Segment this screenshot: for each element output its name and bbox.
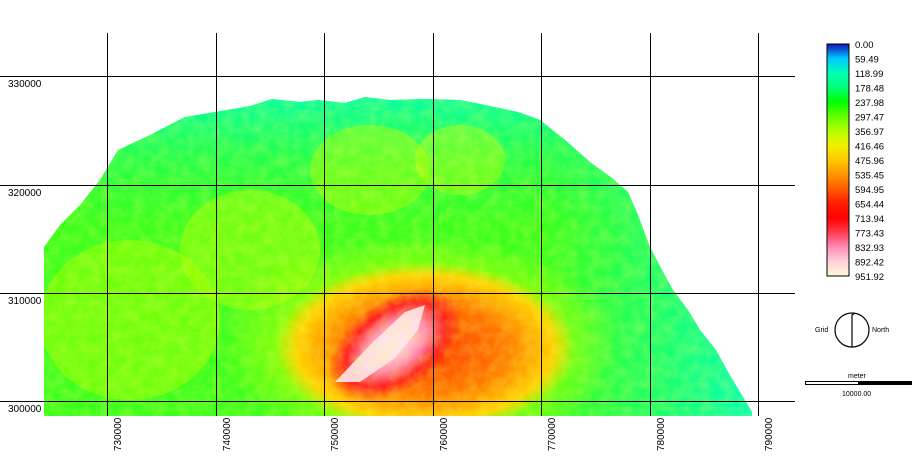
y-tick-label: 310000 [8,296,42,307]
elevation-legend: 0.00 59.49 118.99 178.48 237.98 297.47 356.97 4… [826,40,884,283]
x-tick-label: 750000 [330,417,341,451]
legend-value-label: 594.95 [855,185,884,196]
x-axis-labels: 730000 740000 750000 760000 770000 78000… [113,417,775,451]
legend-value-label: 892.42 [855,258,884,269]
legend-color-bar [826,43,850,277]
legend-value-label: 475.96 [855,156,884,167]
legend-value-label: 832.93 [855,243,884,254]
legend-value-label: 416.46 [855,142,884,153]
x-tick-label: 760000 [439,417,450,451]
north-arrow-left-label: Grid [815,327,828,334]
legend-value-label: 951.92 [855,272,884,283]
legend-value-label: 297.47 [855,113,884,124]
north-arrow: Grid North [815,312,889,348]
scale-bar-unit: meter [848,373,867,380]
legend-value-label: 178.48 [855,84,884,95]
y-tick-label: 320000 [8,188,42,199]
legend-value-label: 356.97 [855,127,884,138]
y-tick-label: 330000 [8,79,42,90]
y-axis-labels: 330000 320000 310000 300000 [8,79,42,415]
legend-value-label: 773.43 [855,229,884,240]
scale-bar: meter 10000.00 [805,373,912,398]
legend-value-label: 118.99 [855,69,883,80]
x-tick-label: 780000 [656,417,667,451]
legend-value-label: 237.98 [855,98,884,109]
scale-bar-value: 10000.00 [842,391,871,398]
legend-value-label: 713.94 [855,214,884,225]
y-tick-label: 300000 [8,404,42,415]
x-tick-label: 770000 [547,417,558,451]
x-tick-label: 790000 [764,417,775,451]
legend-value-label: 654.44 [855,200,884,211]
legend-value-label: 0.00 [855,40,874,51]
north-arrow-right-label: North [872,327,889,334]
legend-value-label: 59.49 [855,55,879,66]
x-tick-label: 740000 [222,417,233,451]
legend-value-label: 535.45 [855,171,884,182]
north-arrow-needle [851,312,856,347]
x-tick-label: 730000 [113,417,124,451]
map-grid [0,33,795,416]
